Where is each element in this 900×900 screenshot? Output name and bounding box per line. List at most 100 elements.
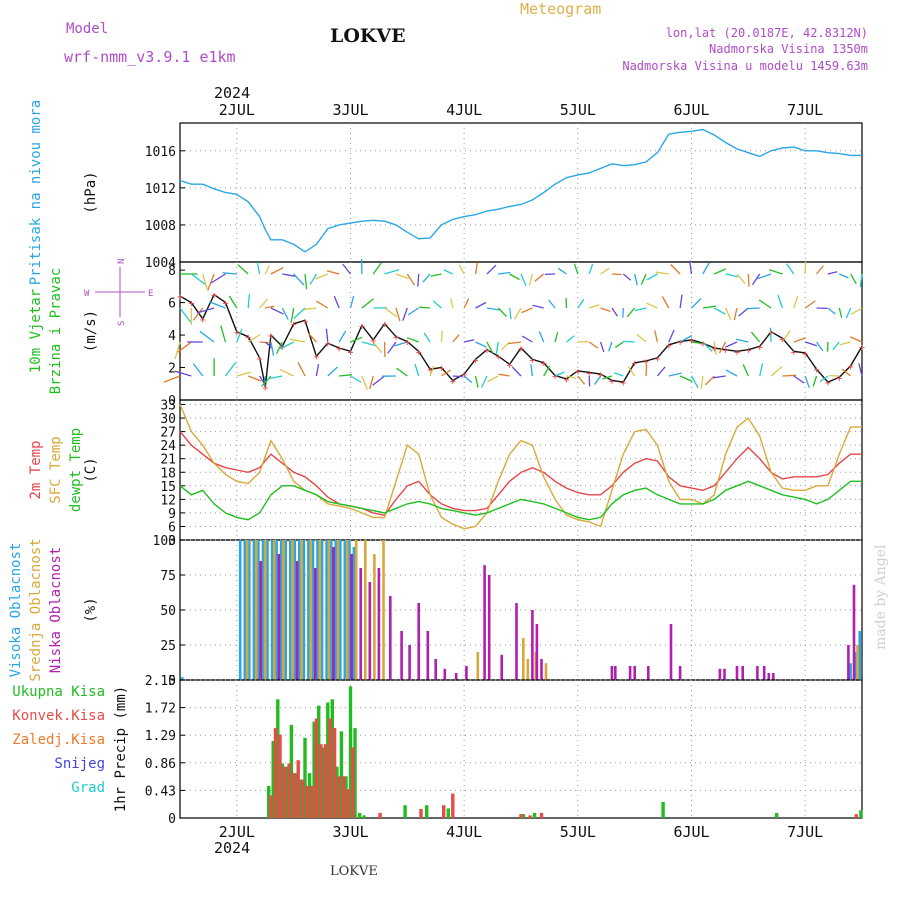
bar-clouds [847, 645, 850, 680]
y-tick-label: 8 [168, 264, 176, 279]
wind-arrow [746, 307, 760, 310]
wind-arrow [543, 365, 551, 377]
y-tick-label: 0.86 [145, 757, 176, 772]
wind-arrow [396, 367, 408, 377]
wind-arrow [395, 307, 401, 322]
bar-clouds [318, 540, 322, 680]
bar-clouds [735, 666, 739, 680]
wind-arrow [423, 332, 431, 343]
bar-precipitation [528, 815, 532, 818]
wind-arrow [736, 273, 746, 285]
legend-label: Konvek.Kisa [12, 708, 105, 724]
series-line-pressure [179, 128, 862, 253]
series-line-temperature [179, 480, 862, 521]
wind-arrow [464, 339, 475, 343]
wind-arrow [452, 334, 460, 343]
wind-marker: + [262, 383, 268, 394]
bar-precipitation [312, 721, 316, 818]
wind-marker: + [802, 349, 808, 360]
wind-marker: + [779, 334, 785, 345]
bar-precipitation [419, 809, 423, 818]
bar-precipitation [357, 812, 362, 818]
wind-arrow [751, 273, 761, 286]
wind-arrow [190, 273, 206, 285]
wind-arrow [247, 334, 261, 343]
wind-arrow [812, 375, 818, 387]
wind-arrow [850, 307, 863, 316]
legend-label: Grad [71, 780, 105, 796]
wind-arrow [534, 273, 545, 282]
wind-arrow [384, 307, 398, 318]
wind-arrow [713, 375, 726, 379]
axis-label: 2m Temp [28, 440, 44, 499]
bar-clouds [307, 540, 310, 680]
wind-marker: + [541, 359, 547, 370]
wind-marker: + [404, 338, 410, 349]
bar-clouds [343, 540, 347, 680]
bar-clouds [275, 540, 278, 680]
wind-marker: + [768, 328, 774, 339]
wind-arrow [179, 307, 192, 323]
wind-marker: + [689, 336, 695, 347]
bar-precipitation [273, 728, 278, 818]
wind-arrow [402, 307, 408, 321]
wind-arrow [786, 263, 795, 275]
y-tick-label: 75 [160, 569, 176, 584]
wind-marker: + [666, 341, 672, 352]
wind-arrow [700, 375, 704, 390]
wind-arrow [508, 307, 512, 320]
wind-arrow [280, 341, 294, 350]
wind-marker: + [336, 344, 342, 355]
wind-arrow [770, 366, 783, 377]
wind-marker: + [450, 377, 456, 388]
wind-arrow [600, 267, 610, 275]
wind-arrow [174, 341, 181, 360]
y-tick-label: 4 [168, 329, 176, 344]
wind-marker: + [723, 346, 729, 357]
wind-marker: + [200, 315, 206, 326]
bar-precipitation [269, 795, 273, 818]
wind-arrow [557, 267, 567, 275]
bar-precipitation [425, 805, 429, 818]
wind-marker: + [416, 347, 422, 358]
wind-arrow [304, 273, 308, 290]
wind-arrow [588, 304, 600, 309]
panel-frame-temperature [179, 399, 863, 541]
bar-clouds [293, 540, 297, 680]
bar-clouds [723, 668, 726, 680]
wind-arrow [750, 331, 761, 343]
y-tick-label: 2 [168, 362, 176, 377]
wind-arrow [463, 375, 473, 384]
wind-marker: + [234, 328, 240, 339]
wind-arrow [443, 269, 454, 275]
wind-arrow [777, 294, 784, 309]
bar-clouds [426, 631, 430, 680]
wind-marker: + [791, 347, 797, 358]
axis-label: dewpt Temp [68, 428, 84, 512]
wind-arrow [474, 375, 479, 388]
wind-marker: + [632, 359, 638, 370]
wind-arrow [656, 366, 666, 377]
axis-label: (hPa) [83, 171, 99, 213]
bar-clouds [302, 540, 306, 680]
wind-arrow [769, 327, 772, 343]
bar-clouds [243, 540, 247, 680]
bar-clouds [325, 540, 328, 680]
bar-clouds [309, 540, 312, 680]
bar-clouds [852, 584, 856, 680]
wind-arrow [387, 341, 397, 354]
wind-arrow [577, 298, 585, 309]
y-tick-label: 21 [160, 453, 176, 468]
wind-arrow [228, 295, 238, 309]
y-tick-label: 33 [160, 399, 176, 414]
wind-arrow [325, 328, 329, 343]
wind-arrow [281, 307, 289, 320]
axis-label: (m/s) [83, 310, 99, 352]
wind-arrow [735, 338, 749, 343]
bar-clouds [400, 631, 403, 680]
wind-marker: + [222, 299, 228, 310]
bar-precipitation [378, 812, 382, 818]
bar-clouds [531, 610, 534, 680]
bar-precipitation [267, 785, 271, 818]
wind-arrow [372, 375, 386, 386]
